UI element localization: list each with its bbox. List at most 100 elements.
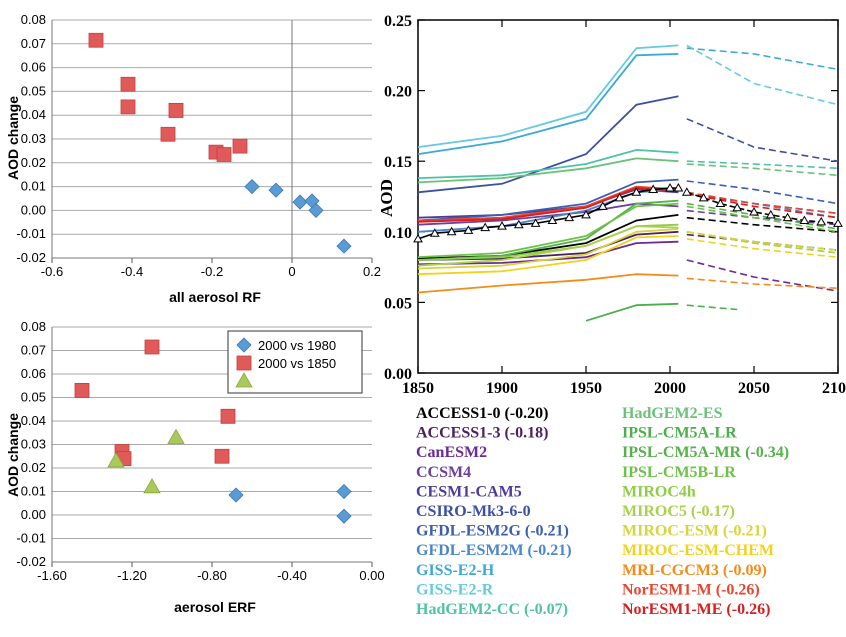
y-tick-label: 0.05 [21, 390, 46, 405]
mean-triangle-marker [665, 183, 675, 192]
x-tick-label: 2050 [738, 380, 770, 397]
legend-item: MIROC-ESM (-0.21) [622, 523, 767, 540]
series-future-giss-e2-r [686, 44, 839, 106]
legend-item: IPSL-CM5A-LR [622, 425, 737, 442]
series-future-miroc-esm-chem [686, 238, 839, 258]
square-point [88, 32, 104, 48]
series-line-access1-3-0-18 [417, 230, 679, 261]
mean-triangle-marker [715, 198, 726, 208]
series-line-mri-cgcm3-0-09 [417, 273, 679, 294]
legend-item: NorESM1-ME (-0.26) [622, 601, 770, 618]
y-tick-label: 0.20 [384, 84, 412, 101]
x-tick-label: 1900 [486, 380, 518, 397]
triangle-point [107, 452, 125, 468]
line-panel-aod-timeseries: AOD 0.00 0.05 0.10 0.15 0.20 0.25 1850 1900 1950… [377, 13, 846, 397]
series-future-giss-e2-h [686, 47, 839, 71]
square-point [120, 99, 136, 115]
x-tick-label: -0.40 [277, 568, 307, 583]
x-tick-label: 2000 [654, 380, 686, 397]
legend-item: MIROC4h [622, 483, 696, 500]
legend-item: GFDL-ESM2G (-0.21) [416, 523, 569, 540]
y-tick-label: 0.05 [384, 295, 412, 312]
mean-triangle-marker [429, 228, 440, 237]
mean-triangle-marker [614, 192, 625, 202]
series-line-noresm1-m-0-26 [417, 185, 679, 222]
square-point [220, 408, 236, 424]
panel1-ylabel: AOD change [5, 96, 21, 180]
diamond-point [244, 179, 260, 195]
series-line-giss-e2-h [417, 53, 679, 155]
y-tick-label: 0.15 [384, 154, 412, 171]
triangle-point [167, 428, 185, 444]
square-point [168, 103, 184, 118]
legend-item: CSIRO-Mk3-6-0 [416, 503, 531, 520]
series-future-hadgem2-cc-0-07 [686, 160, 839, 170]
x-tick-label: 0.00 [359, 568, 384, 583]
legend-item: MRI-CGCM3 (-0.09) [622, 562, 767, 579]
diamond-point [228, 487, 244, 503]
series-line-ipsl-cm5b-lr [417, 202, 679, 259]
diamond-point [292, 194, 308, 210]
y-tick-label: 0.08 [21, 12, 46, 27]
mean-triangle-marker [648, 184, 659, 193]
series-future-hadgem2-es [686, 163, 839, 177]
legend-item: GFDL-ESM2M (-0.21) [416, 542, 572, 559]
y-tick-label: 0.00 [384, 366, 412, 383]
legend-item: HadGEM2-CC (-0.07) [416, 601, 568, 618]
series-future-access1-0-0-20 [686, 216, 839, 233]
mean-triangle-marker [816, 216, 827, 226]
panel1-xlabel: all aerosol RF [169, 289, 261, 305]
legend-item: HadGEM2-ES [622, 405, 723, 422]
y-tick-label: 0.07 [21, 36, 46, 51]
x-tick-label: -0.80 [197, 568, 227, 583]
y-tick-label: 0.03 [21, 131, 46, 146]
panel2-ylabel: AOD change [5, 413, 21, 497]
series-future-noresm1-me-0-26 [686, 192, 839, 219]
model-legend: ACCESS1-0 (-0.20) ACCESS1-3 (-0.18) CanESM… [416, 405, 789, 618]
y-tick-label: 0.01 [21, 179, 46, 194]
series-future-csiro-mk3-6-0 [686, 118, 839, 162]
mean-triangle-marker [497, 221, 507, 230]
x-tick-label: 0 [288, 264, 295, 279]
mean-triangle-marker [833, 218, 843, 227]
series-line-canesm2 [417, 240, 679, 266]
panel2-xlabel: aerosol ERF [174, 599, 256, 615]
series-future-mri-cgcm3-0-09 [686, 277, 839, 290]
y-tick-label: 0.02 [21, 460, 46, 475]
mean-triangle-marker [681, 187, 692, 196]
y-tick-label: 0.03 [21, 437, 46, 452]
legend-item: IPSL-CM5B-LR [622, 464, 736, 481]
series-line-giss-e2-r [417, 44, 679, 148]
legend-item: NorESM1-M (-0.26) [622, 581, 760, 598]
series-future-noresm1-m-0-26 [686, 191, 839, 215]
square-point [232, 138, 248, 154]
square-point [144, 339, 160, 355]
legend-item: CanESM2 [416, 444, 487, 461]
mean-triangle-marker [782, 212, 793, 222]
mean-triangle-marker [463, 225, 474, 234]
y-tick-label: 0.10 [384, 225, 412, 242]
series-future-canesm2 [686, 259, 839, 292]
series-future-ipsl-cm5a-lr [686, 304, 738, 311]
legend-label: 2000 vs 1850 [258, 356, 336, 371]
y-tick-label: 0.02 [21, 155, 46, 170]
x-tick-label: 1950 [570, 380, 602, 397]
x-tick-label: -0.4 [121, 264, 143, 279]
y-tick-label: 0.06 [21, 60, 46, 75]
y-tick-label: -0.01 [16, 531, 46, 546]
series-line-ipsl-cm5a-mr-0-34 [417, 199, 679, 261]
square-point [214, 448, 230, 464]
square-point [160, 126, 176, 142]
square-point [74, 383, 90, 398]
y-tick-label: 0.08 [21, 319, 46, 334]
legend-item: MIROC5 (-0.17) [622, 503, 735, 520]
y-tick-label: 0.04 [21, 413, 46, 428]
diamond-point [336, 238, 352, 254]
y-tick-label: 0.05 [21, 83, 46, 98]
x-tick-label: 1850 [402, 380, 434, 397]
scatter-panel-all-aerosol-rf: AOD change all aerosol RF -0.02 -0.01 0.00… [5, 12, 381, 305]
x-tick-label: -1.20 [117, 568, 147, 583]
scatter-panel-aerosol-erf: AOD change aerosol ERF -0.02 -0.01 0.00 0.0… [5, 319, 385, 615]
mean-triangle-marker [597, 201, 608, 210]
